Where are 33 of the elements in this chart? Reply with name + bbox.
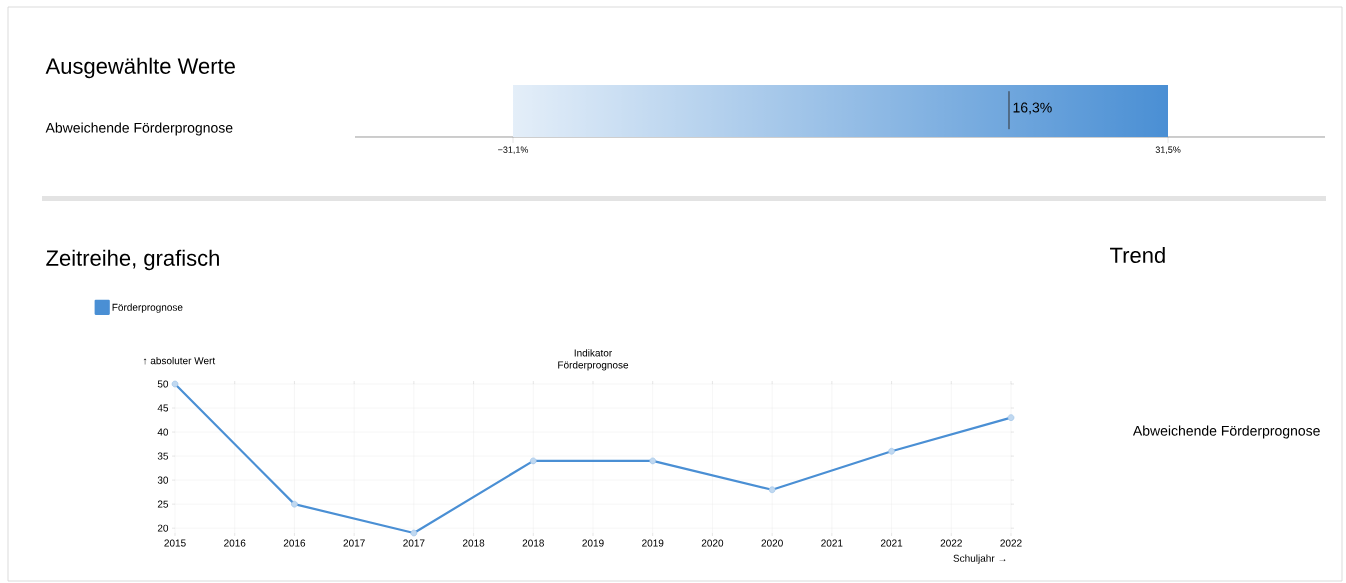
x-tick-label: 2019 — [642, 539, 664, 547]
x-tick-label: 31,5% — [1155, 146, 1181, 154]
x-tick-label: 2020 — [761, 539, 783, 547]
x-tick-label: 2020 — [701, 539, 724, 547]
x-tick-label: 2018 — [522, 539, 544, 547]
x-tick-label: 2015 — [164, 539, 186, 547]
y-tick-label: 30 — [157, 476, 169, 484]
chart-title: Zeitreihe, grafisch — [46, 249, 219, 271]
x-tick-label: 2017 — [403, 539, 425, 547]
y-tick-label: 50 — [157, 380, 169, 388]
x-tick-label: 2021 — [821, 539, 843, 547]
y-tick-label: 20 — [157, 524, 169, 532]
x-axis-title: Schuljahr → — [953, 554, 1006, 564]
y-tick-label: 45 — [157, 404, 169, 412]
x-tick-label: 2018 — [462, 539, 485, 547]
x-tick-label: 2022 — [940, 539, 962, 547]
y-axis-title: ↑ absoluter Wert — [143, 356, 216, 365]
x-tick-label: −31,1% — [498, 146, 529, 154]
text: Ausgewählte Werte — [45, 57, 235, 79]
chart-subtitle: Indikator Förderprognose — [558, 349, 629, 371]
x-tick-label: 2016 — [283, 539, 306, 547]
x-tick-label: 2021 — [880, 539, 903, 547]
y-tick-label: 25 — [157, 500, 169, 508]
ref-line-label: 16,3% — [1013, 102, 1052, 115]
x-tick-label: 2022 — [1000, 539, 1022, 547]
text: Abweichende Förderprognose — [1132, 425, 1320, 439]
text: Trend — [1110, 246, 1165, 264]
x-tick-label: 2017 — [343, 539, 365, 547]
y-tick-label: 35 — [157, 452, 169, 460]
x-tick-label: 2019 — [582, 539, 604, 547]
y-tick-label: 40 — [157, 428, 169, 436]
legend-label: Förderprognose — [112, 303, 183, 313]
x-tick-label: 2016 — [224, 539, 246, 547]
